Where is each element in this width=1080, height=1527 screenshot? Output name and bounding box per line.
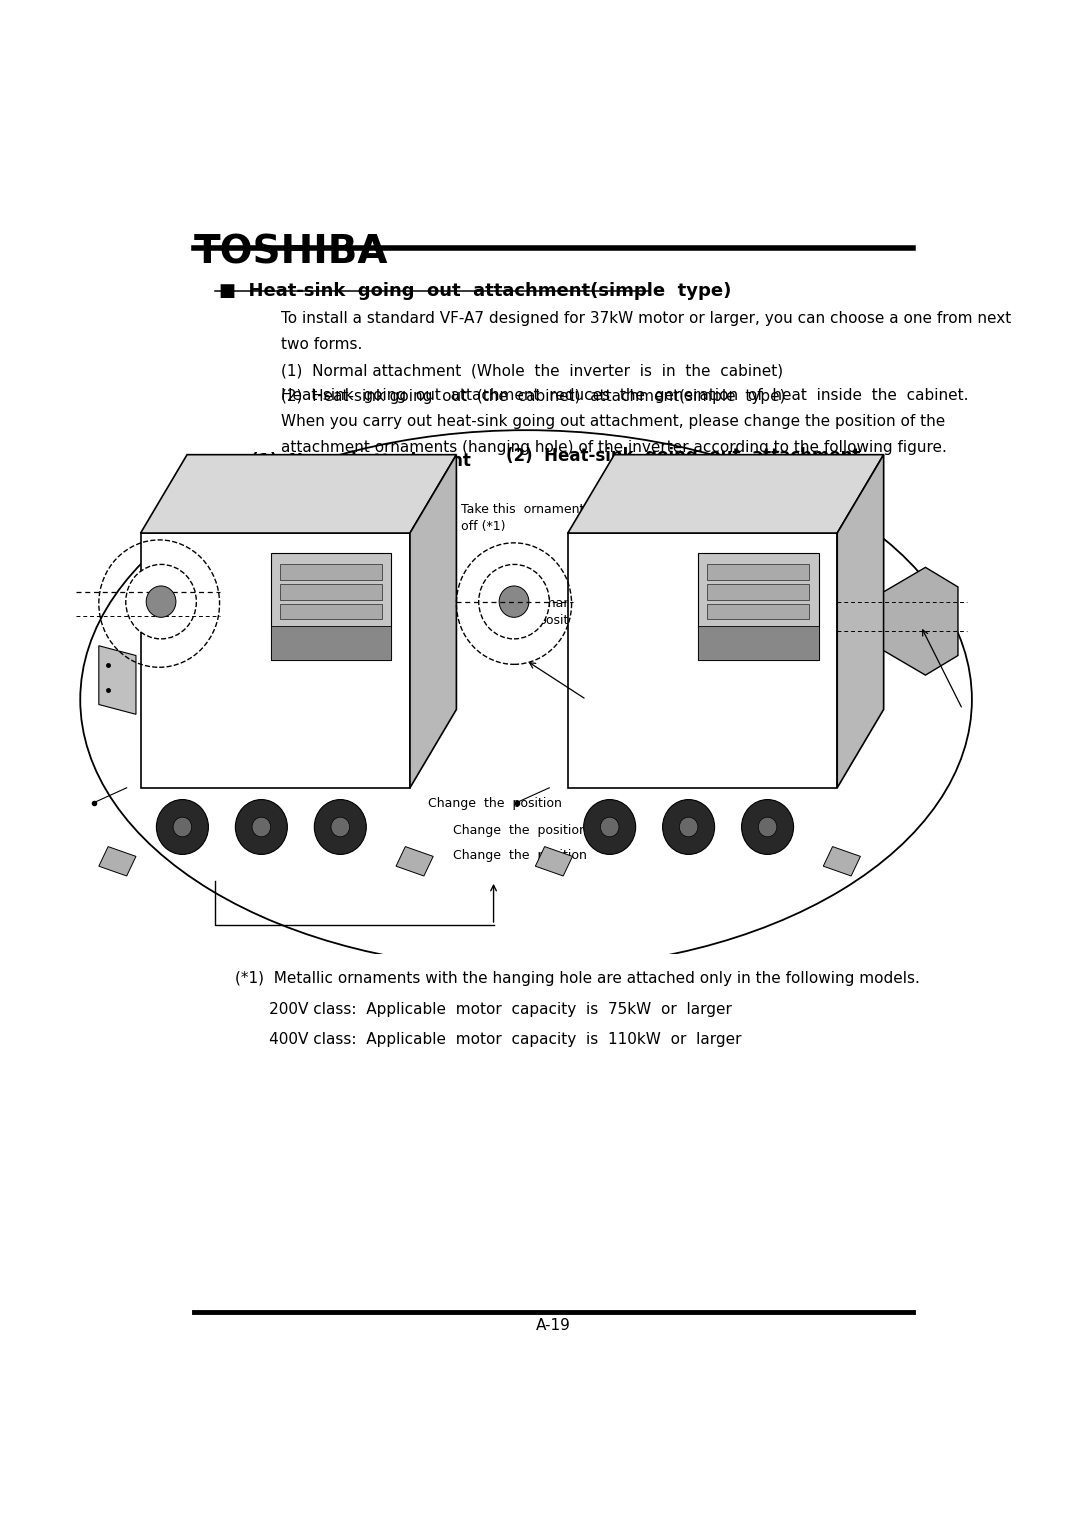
Circle shape <box>314 800 366 855</box>
Text: (simple  type): (simple type) <box>618 473 748 492</box>
Circle shape <box>252 817 271 837</box>
Text: ■  Heat-sink  going  out  attachment(simple  type): ■ Heat-sink going out attachment(simple … <box>218 282 731 299</box>
Text: When you carry out heat-sink going out attachment, please change the position of: When you carry out heat-sink going out a… <box>282 414 946 429</box>
Text: Change  the  position: Change the position <box>454 849 586 861</box>
Circle shape <box>679 817 698 837</box>
Text: Change  the  position: Change the position <box>454 825 586 837</box>
Polygon shape <box>99 846 136 876</box>
Polygon shape <box>280 565 382 580</box>
Circle shape <box>499 586 529 617</box>
Polygon shape <box>140 455 457 533</box>
Text: Heat-sink  going  out  attachment  reduces  the  generation  of  heat  inside  t: Heat-sink going out attachment reduces t… <box>282 388 969 403</box>
Polygon shape <box>568 533 837 788</box>
Circle shape <box>663 800 715 855</box>
Circle shape <box>600 817 619 837</box>
Text: (*1)  Metallic ornaments with the hanging hole are attached only in the followin: (*1) Metallic ornaments with the hanging… <box>235 971 920 986</box>
Text: Change the
position: Change the position <box>539 597 611 628</box>
Circle shape <box>742 800 794 855</box>
Text: To install a standard VF-A7 designed for 37kW motor or larger, you can choose a : To install a standard VF-A7 designed for… <box>282 312 1012 327</box>
Polygon shape <box>536 846 572 876</box>
Polygon shape <box>271 626 391 660</box>
Circle shape <box>758 817 777 837</box>
Polygon shape <box>837 455 883 788</box>
Circle shape <box>330 817 350 837</box>
Polygon shape <box>823 846 861 876</box>
Text: A-19: A-19 <box>536 1318 571 1333</box>
Circle shape <box>173 817 192 837</box>
Text: Take this  ornament
off (*1): Take this ornament off (*1) <box>461 502 584 533</box>
Text: Take this  ornament
off (*1): Take this ornament off (*1) <box>204 502 327 533</box>
Circle shape <box>235 800 287 855</box>
Polygon shape <box>883 568 958 675</box>
Text: attachment ornaments (hanging hole) of the inverter according to the following f: attachment ornaments (hanging hole) of t… <box>282 440 947 455</box>
Polygon shape <box>410 455 457 788</box>
Polygon shape <box>707 603 809 620</box>
Polygon shape <box>280 603 382 620</box>
Polygon shape <box>99 646 136 715</box>
Text: (1)  Normal attachment  (Whole  the  inverter  is  in  the  cabinet): (1) Normal attachment (Whole the inverte… <box>282 363 784 379</box>
Circle shape <box>157 800 208 855</box>
Text: (2)  Heat-sink  going  out  attachment: (2) Heat-sink going out attachment <box>507 446 861 464</box>
Text: (2)  Heat-sink going  out  (the  cabinet)  attachment(simple  type): (2) Heat-sink going out (the cabinet) at… <box>282 389 786 405</box>
Polygon shape <box>140 533 410 788</box>
Text: 400V class:  Applicable  motor  capacity  is  110kW  or  larger: 400V class: Applicable motor capacity is… <box>235 1032 742 1048</box>
Text: TOSHIBA: TOSHIBA <box>193 234 388 272</box>
Polygon shape <box>280 583 382 600</box>
Circle shape <box>146 586 176 617</box>
Text: two forms.: two forms. <box>282 337 363 353</box>
Polygon shape <box>698 626 819 660</box>
Circle shape <box>478 565 550 638</box>
Text: 200V class:  Applicable  motor  capacity  is  75kW  or  larger: 200V class: Applicable motor capacity is… <box>235 1002 732 1017</box>
Polygon shape <box>707 583 809 600</box>
Polygon shape <box>698 553 819 660</box>
Circle shape <box>125 565 197 638</box>
Circle shape <box>583 800 636 855</box>
Polygon shape <box>396 846 433 876</box>
Polygon shape <box>271 553 391 660</box>
Polygon shape <box>568 455 883 533</box>
Polygon shape <box>707 565 809 580</box>
Text: (1)  Normal attachment: (1) Normal attachment <box>251 452 471 470</box>
Text: Change  the  position: Change the position <box>428 797 562 809</box>
